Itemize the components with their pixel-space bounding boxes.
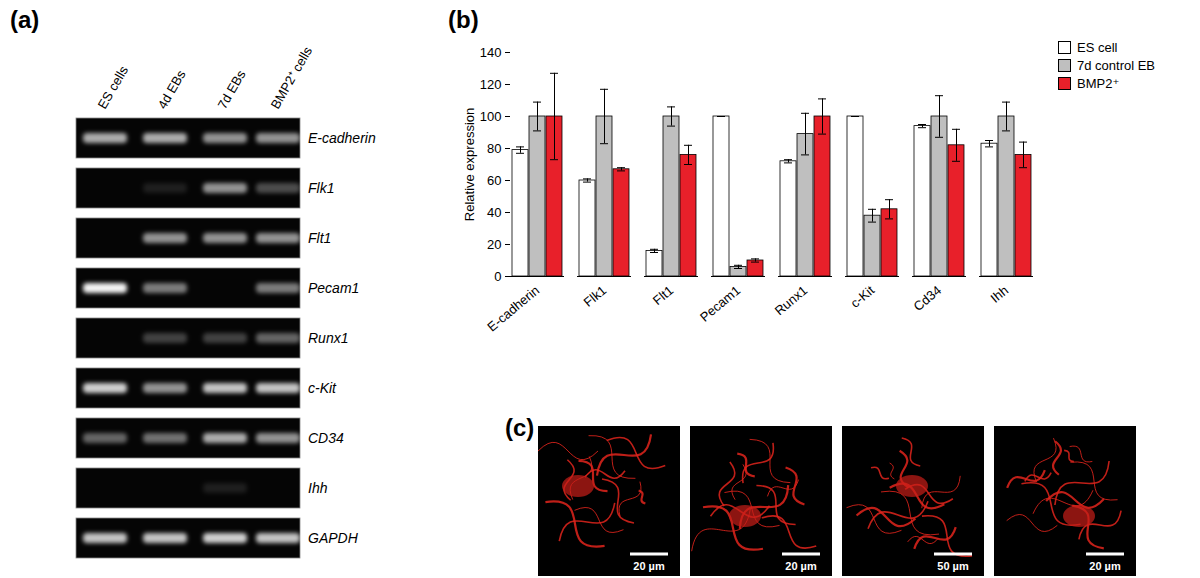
svg-text:50 µm: 50 µm [937, 560, 969, 572]
svg-text:120: 120 [480, 77, 502, 92]
svg-text:20 µm: 20 µm [1089, 560, 1121, 572]
svg-text:40: 40 [487, 205, 501, 220]
svg-text:100: 100 [480, 109, 502, 124]
html-text:(a): (a) [10, 6, 40, 33]
svg-text:Flt1: Flt1 [650, 283, 676, 308]
svg-text:ES cells: ES cells [95, 63, 132, 112]
svg-text:20: 20 [487, 237, 501, 252]
svg-text:0: 0 [494, 269, 501, 284]
html-text:(b): (b) [448, 6, 479, 33]
svg-text:60: 60 [487, 173, 501, 188]
html-text:BMP2⁺: BMP2⁺ [1077, 76, 1120, 91]
svg-text:140: 140 [480, 45, 502, 60]
svg-text:7d EBs: 7d EBs [215, 67, 249, 111]
svg-text:Runx1: Runx1 [308, 330, 348, 346]
svg-text:Flt1: Flt1 [308, 230, 331, 246]
svg-text:Ihh: Ihh [988, 283, 1011, 306]
svg-text:4d EBs: 4d EBs [155, 67, 189, 111]
svg-text:Ihh: Ihh [308, 480, 328, 496]
svg-text:CD34: CD34 [308, 430, 344, 446]
svg-text:Pecam1: Pecam1 [308, 280, 359, 296]
svg-text:80: 80 [487, 141, 501, 156]
svg-text:BMP2⁺ cells: BMP2⁺ cells [268, 44, 316, 112]
svg-text:Runx1: Runx1 [772, 283, 810, 319]
svg-text:E-cadherin: E-cadherin [484, 283, 542, 335]
svg-text:Relative expression: Relative expression [462, 108, 477, 221]
html-text:(c): (c) [505, 414, 535, 441]
svg-text:E-cadherin: E-cadherin [308, 130, 376, 146]
html-text:7d control EB: 7d control EB [1077, 58, 1155, 73]
svg-text:GAPDH: GAPDH [308, 530, 359, 546]
svg-text:Pecam1: Pecam1 [697, 283, 743, 325]
svg-text:20 µm: 20 µm [633, 560, 665, 572]
svg-text:Cd34: Cd34 [911, 283, 944, 314]
html-text:ES cell: ES cell [1077, 40, 1118, 55]
svg-text:c-Kit: c-Kit [308, 380, 337, 396]
svg-text:c-Kit: c-Kit [848, 282, 878, 310]
svg-text:20 µm: 20 µm [785, 560, 817, 572]
svg-text:Flk1: Flk1 [581, 283, 609, 310]
svg-text:Flk1: Flk1 [308, 180, 334, 196]
